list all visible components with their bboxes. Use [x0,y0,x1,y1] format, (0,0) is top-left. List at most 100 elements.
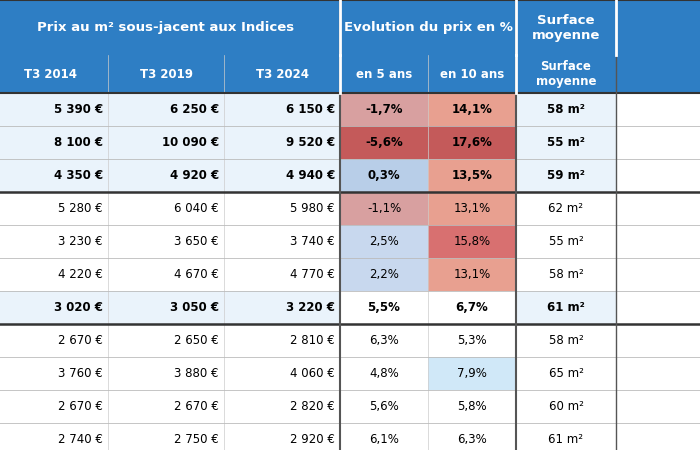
Bar [224,258,340,291]
Text: 2 810 €: 2 810 € [290,334,335,347]
Bar [108,423,224,450]
Bar [340,291,428,324]
Bar [428,93,516,126]
Bar [340,55,428,93]
Bar [516,192,616,225]
Text: 2 820 €: 2 820 € [290,400,335,413]
Text: 2 650 €: 2 650 € [174,334,219,347]
Bar [340,0,516,55]
Text: 2 740 €: 2 740 € [58,433,103,446]
Text: 8 100 €: 8 100 € [54,136,103,149]
Text: 6,3%: 6,3% [369,334,399,347]
Bar [428,390,516,423]
Bar [108,55,224,93]
Text: 4 670 €: 4 670 € [174,268,219,281]
Text: 17,6%: 17,6% [452,136,492,149]
Bar [108,126,224,159]
Bar [428,126,516,159]
Bar [224,192,340,225]
Text: 4,8%: 4,8% [369,367,399,380]
Text: 3 760 €: 3 760 € [58,367,103,380]
Bar [0,423,108,450]
Bar [108,192,224,225]
Text: -1,7%: -1,7% [365,103,402,116]
Text: 61 m²: 61 m² [549,433,584,446]
Text: 4 060 €: 4 060 € [290,367,335,380]
Bar [0,291,108,324]
Bar [616,390,700,423]
Bar [516,159,616,192]
Bar [340,225,428,258]
Bar [428,55,516,93]
Text: 65 m²: 65 m² [549,367,583,380]
Bar [616,357,700,390]
Bar [108,225,224,258]
Bar [428,357,516,390]
Bar [0,357,108,390]
Bar [428,258,516,291]
Bar [0,192,108,225]
Bar [224,225,340,258]
Bar [340,192,428,225]
Bar [616,159,700,192]
Text: 2,2%: 2,2% [369,268,399,281]
Bar [428,225,516,258]
Bar [340,159,428,192]
Text: -1,1%: -1,1% [367,202,401,215]
Text: 5,5%: 5,5% [368,301,400,314]
Bar [340,357,428,390]
Text: 4 220 €: 4 220 € [58,268,103,281]
Bar [616,55,641,93]
Text: 6 040 €: 6 040 € [174,202,219,215]
Text: 5 280 €: 5 280 € [58,202,103,215]
Bar [616,258,700,291]
Text: 6 250 €: 6 250 € [170,103,219,116]
Bar [340,258,428,291]
Bar [224,126,340,159]
Bar [0,0,340,55]
Bar [516,423,616,450]
Text: 4 920 €: 4 920 € [170,169,219,182]
Bar [340,93,428,126]
Bar [516,258,616,291]
Text: 5,6%: 5,6% [369,400,399,413]
Text: 13,1%: 13,1% [454,268,491,281]
Text: 3 740 €: 3 740 € [290,235,335,248]
Text: 3 050 €: 3 050 € [170,301,219,314]
Bar [108,357,224,390]
Text: Surface
moyenne: Surface moyenne [536,60,596,88]
Bar [616,192,700,225]
Bar [224,55,340,93]
Text: 62 m²: 62 m² [549,202,584,215]
Text: 3 020 €: 3 020 € [54,301,103,314]
Text: T3 2014: T3 2014 [24,68,76,81]
Bar [340,390,428,423]
Bar [516,357,616,390]
Bar [516,390,616,423]
Text: 7,9%: 7,9% [457,367,487,380]
Text: 6,7%: 6,7% [456,301,489,314]
Bar [516,126,616,159]
Text: 6,3%: 6,3% [457,433,487,446]
Text: 15,8%: 15,8% [454,235,491,248]
Text: 13,1%: 13,1% [454,202,491,215]
Text: 0,3%: 0,3% [368,169,400,182]
Text: 55 m²: 55 m² [547,136,585,149]
Bar [428,192,516,225]
Bar [108,93,224,126]
Bar [616,93,700,126]
Text: 6,1%: 6,1% [369,433,399,446]
Text: 2 920 €: 2 920 € [290,433,335,446]
Bar [340,324,428,357]
Text: 58 m²: 58 m² [549,334,583,347]
Text: 55 m²: 55 m² [549,235,583,248]
Text: 59 m²: 59 m² [547,169,585,182]
Bar [616,55,700,93]
Bar [224,423,340,450]
Text: 4 940 €: 4 940 € [286,169,335,182]
Bar [340,423,428,450]
Bar [516,291,616,324]
Text: 5,8%: 5,8% [457,400,486,413]
Text: 6 150 €: 6 150 € [286,103,335,116]
Text: 4 350 €: 4 350 € [54,169,103,182]
